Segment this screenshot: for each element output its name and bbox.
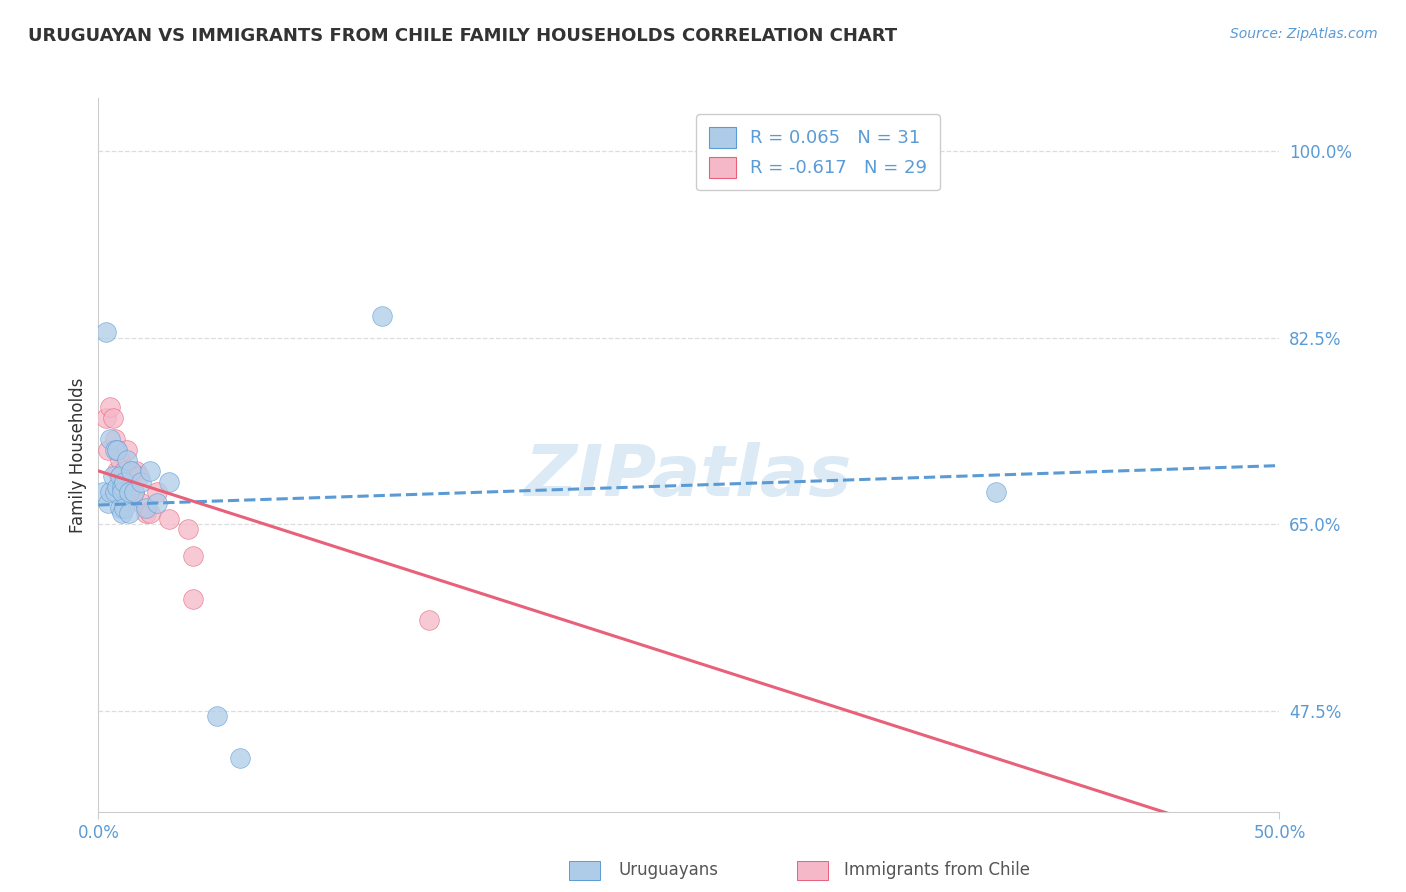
Point <box>105 464 128 478</box>
Point <box>98 485 121 500</box>
Point <box>104 485 127 500</box>
Point <box>121 464 143 478</box>
Point <box>105 480 128 494</box>
Point <box>128 469 150 483</box>
Point <box>94 410 117 425</box>
Point <box>97 496 120 510</box>
Point <box>118 507 141 521</box>
Y-axis label: Family Households: Family Households <box>69 377 87 533</box>
Point <box>111 507 134 521</box>
Point <box>105 442 128 457</box>
Point <box>139 507 162 521</box>
Text: Uruguayans: Uruguayans <box>619 861 718 879</box>
Point <box>108 501 131 516</box>
Point <box>229 751 252 765</box>
Point <box>101 469 124 483</box>
Point <box>418 613 440 627</box>
Point <box>111 485 134 500</box>
Text: Immigrants from Chile: Immigrants from Chile <box>844 861 1029 879</box>
Point <box>118 485 141 500</box>
Point <box>181 591 204 606</box>
Point <box>146 485 169 500</box>
Point <box>135 507 157 521</box>
Point <box>157 475 180 489</box>
Point <box>97 442 120 457</box>
Legend: R = 0.065   N = 31, R = -0.617   N = 29: R = 0.065 N = 31, R = -0.617 N = 29 <box>696 114 939 190</box>
Point <box>157 512 180 526</box>
Point <box>135 501 157 516</box>
Point <box>115 453 138 467</box>
Point <box>139 464 162 478</box>
Text: Source: ZipAtlas.com: Source: ZipAtlas.com <box>1230 27 1378 41</box>
Point <box>115 442 138 457</box>
Point <box>112 501 135 516</box>
Point <box>181 549 204 563</box>
Point <box>146 496 169 510</box>
Point <box>111 475 134 489</box>
Point <box>112 475 135 489</box>
Point <box>129 475 152 489</box>
Point <box>94 326 117 340</box>
Point <box>205 709 228 723</box>
Point <box>108 469 131 483</box>
Point <box>104 432 127 446</box>
Point <box>104 442 127 457</box>
Point <box>108 453 131 467</box>
Point <box>101 410 124 425</box>
Point <box>108 469 131 483</box>
Text: ZIPatlas: ZIPatlas <box>526 442 852 511</box>
Point <box>118 469 141 483</box>
Text: URUGUAYAN VS IMMIGRANTS FROM CHILE FAMILY HOUSEHOLDS CORRELATION CHART: URUGUAYAN VS IMMIGRANTS FROM CHILE FAMIL… <box>28 27 897 45</box>
Point <box>118 485 141 500</box>
Point <box>984 858 1007 872</box>
Point <box>125 464 148 478</box>
Point <box>98 432 121 446</box>
Point <box>177 523 200 537</box>
Point <box>984 485 1007 500</box>
Point <box>121 464 143 478</box>
Point <box>105 442 128 457</box>
Point <box>91 485 114 500</box>
Point <box>122 485 145 500</box>
Point <box>371 310 394 324</box>
Point <box>111 485 134 500</box>
Point <box>122 485 145 500</box>
Point <box>129 496 152 510</box>
Point <box>111 480 134 494</box>
Point <box>112 464 135 478</box>
Point <box>98 400 121 414</box>
